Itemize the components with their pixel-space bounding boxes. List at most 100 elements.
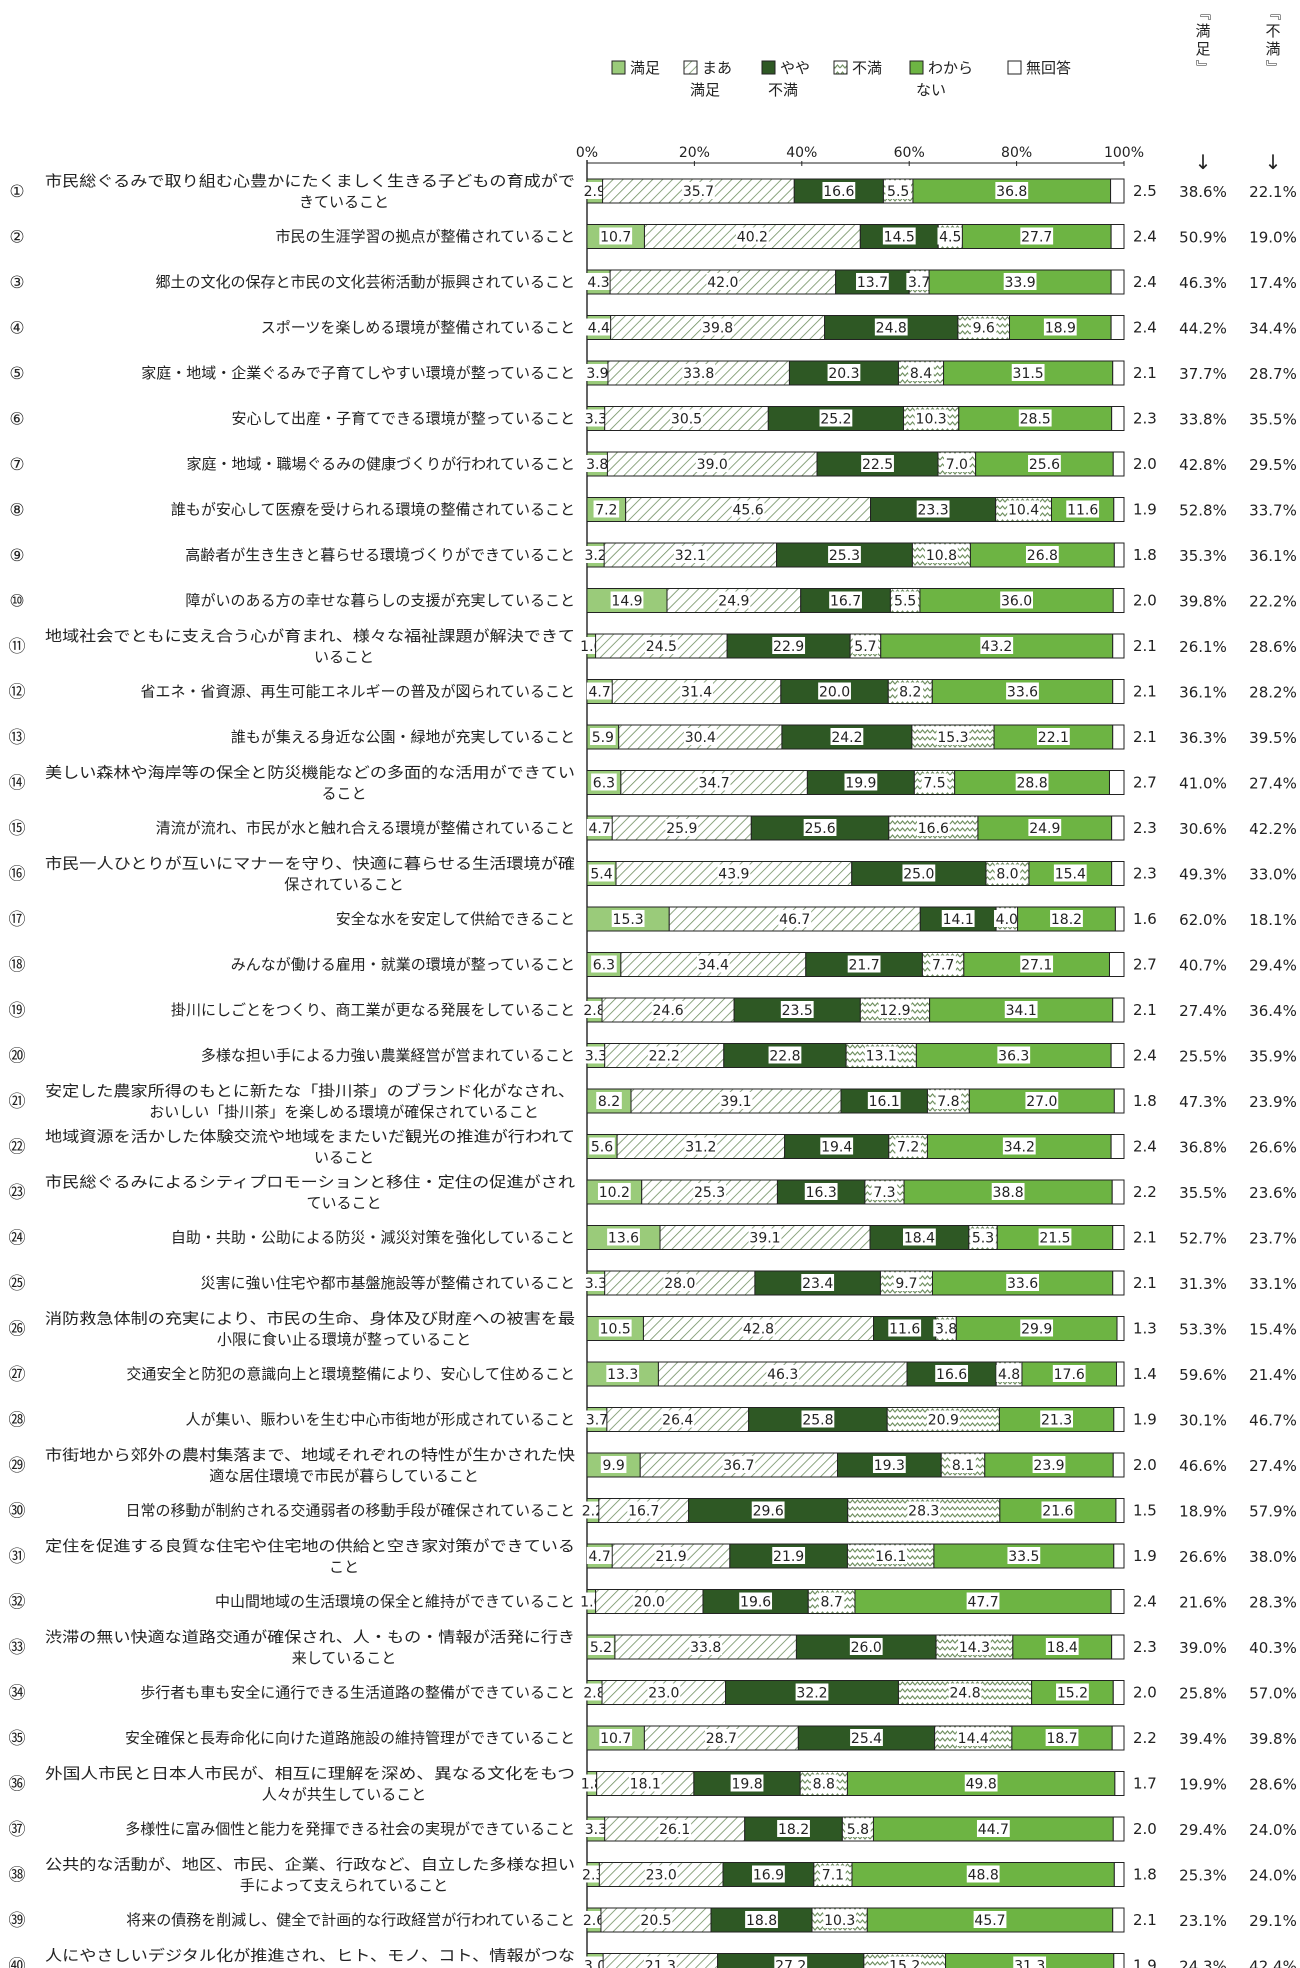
no-answer-value: 2.2	[1133, 1183, 1157, 1201]
data-label-bg	[818, 682, 851, 700]
data-label-bg	[682, 364, 716, 381]
dissatisfied-total: 57.9%	[1249, 1503, 1297, 1521]
dissatisfied-total: 24.0%	[1249, 1821, 1297, 1839]
data-label: 10.5	[600, 1322, 631, 1338]
row-label: 災害に強い住宅や都市基盤施設等が整備されていること	[200, 1274, 575, 1292]
row-number: ⑮	[9, 819, 26, 839]
data-label: 21.6	[1042, 1504, 1073, 1520]
no-answer-value: 2.1	[1133, 1911, 1157, 1929]
data-label: 42.0	[707, 275, 738, 291]
data-label: 18.4	[904, 1231, 935, 1247]
data-label-bg	[1045, 1729, 1079, 1746]
summary-arrow: ↓	[1195, 150, 1212, 174]
summary-header-char: 満	[1195, 22, 1210, 40]
data-label: 4.4	[588, 321, 610, 337]
satisfied-total: 41.0%	[1179, 775, 1227, 793]
satisfied-total: 46.6%	[1179, 1457, 1227, 1475]
row-label: 歩行者も車も安全に通行できる生活道路の整備ができていること	[140, 1684, 575, 1702]
no-answer-value: 1.4	[1133, 1365, 1157, 1383]
data-label-bg	[874, 1547, 908, 1564]
chart-row: ⑥ 安心して出産・子育てできる環境が整っていること 3.3 30.5 25.2 10.3 2…	[9, 406, 1297, 431]
data-label: 5.9	[592, 730, 614, 746]
row-number: ㉝	[9, 1638, 26, 1658]
legend-swatch	[611, 60, 626, 75]
data-label: 25.8	[802, 1413, 833, 1429]
row-label: 消防救急体制の充実により、市民の生命、身体及び財産への被害を最	[45, 1310, 575, 1328]
data-label: 23.4	[802, 1276, 833, 1292]
data-label-bg	[684, 1137, 718, 1155]
data-label-bg	[647, 1683, 681, 1701]
legend-label: やや	[780, 59, 810, 77]
data-label: 5.5	[887, 184, 909, 200]
data-label-bg	[735, 227, 769, 245]
data-label-bg	[871, 1183, 898, 1200]
satisfied-total: 25.5%	[1179, 1048, 1227, 1066]
no-answer-value: 2.3	[1133, 1638, 1157, 1656]
data-label: 31.2	[685, 1140, 716, 1156]
chart-row: ㉟ 安全確保と長寿命化に向けた道路施設の維持管理ができていること 10.7 28.7 2…	[9, 1725, 1297, 1751]
data-label: 16.7	[628, 1504, 659, 1520]
data-label: 7.2	[595, 503, 617, 519]
data-label: 16.9	[753, 1868, 784, 1884]
summary-header-char: 足	[1195, 40, 1210, 58]
data-label-bg	[902, 864, 936, 882]
row-label-cont: 人々が共生していること	[262, 1786, 427, 1804]
data-label-bg	[995, 182, 1029, 199]
bar-segment	[1112, 1816, 1125, 1842]
row-number: ㉙	[9, 1456, 26, 1476]
data-label: 32.2	[796, 1686, 827, 1702]
data-label-bg	[701, 318, 735, 336]
data-label-bg	[830, 728, 864, 745]
data-label-bg	[811, 1774, 837, 1792]
bar-segment	[1110, 1134, 1125, 1159]
satisfied-total: 50.9%	[1179, 229, 1227, 247]
legend-label: 満足	[630, 59, 660, 77]
no-answer-value: 2.4	[1133, 1138, 1157, 1156]
data-label: 3.8	[586, 457, 608, 473]
data-label-bg	[882, 227, 916, 245]
data-label: 33.6	[1007, 1276, 1038, 1292]
data-label: 5.6	[591, 1140, 613, 1156]
row-label: 清流が流れ、市民が水と触れ合える環境が整備されていること	[156, 819, 575, 837]
data-label-bg	[1000, 591, 1033, 609]
row-number: ㊳	[9, 1866, 26, 1886]
data-label: 34.7	[699, 776, 730, 792]
data-label-bg	[1028, 819, 1062, 836]
dissatisfied-total: 28.6%	[1249, 638, 1297, 656]
data-label: 28.5	[1020, 412, 1051, 428]
data-label: 4.7	[588, 1549, 610, 1565]
dissatisfied-total: 27.4%	[1249, 1457, 1297, 1475]
data-label: 4.0	[996, 912, 1018, 928]
summary-arrow: ↓	[1265, 150, 1282, 174]
data-label-bg	[1020, 227, 1054, 245]
data-label: 15.3	[613, 912, 644, 928]
data-label: 20.9	[928, 1413, 959, 1429]
bar-segment	[1113, 1953, 1125, 1968]
dissatisfied-total: 29.4%	[1249, 957, 1297, 975]
data-label-bg	[647, 1046, 681, 1064]
data-label: 7.0	[946, 457, 968, 473]
data-label: 25.3	[694, 1185, 725, 1201]
data-label-bg	[1013, 1956, 1047, 1968]
data-label-bg	[801, 1410, 835, 1428]
data-label: 36.7	[723, 1458, 754, 1474]
data-label-bg	[872, 1456, 906, 1473]
data-label: 9.9	[602, 1458, 624, 1474]
legend-swatch	[833, 60, 848, 75]
data-label: 16.6	[823, 184, 854, 200]
satisfied-total: 25.8%	[1179, 1685, 1227, 1703]
data-label-bg	[1025, 1092, 1059, 1109]
dissatisfied-total: 33.0%	[1249, 866, 1297, 884]
bar-segment	[1111, 1179, 1125, 1205]
satisfied-total: 19.9%	[1179, 1776, 1227, 1794]
no-answer-value: 1.9	[1133, 1547, 1157, 1565]
data-label: 7.1	[822, 1868, 844, 1884]
data-label-bg	[948, 1683, 982, 1701]
bar-segment	[1113, 1862, 1125, 1887]
data-label: 14.1	[943, 912, 974, 928]
satisfied-total: 52.7%	[1179, 1230, 1227, 1248]
data-label: 7.8	[937, 1094, 959, 1110]
row-label: 安定した農家所得のもとに新たな「掛川茶」のブランド化がなされ、	[45, 1082, 575, 1100]
bar-segment	[1112, 633, 1125, 659]
